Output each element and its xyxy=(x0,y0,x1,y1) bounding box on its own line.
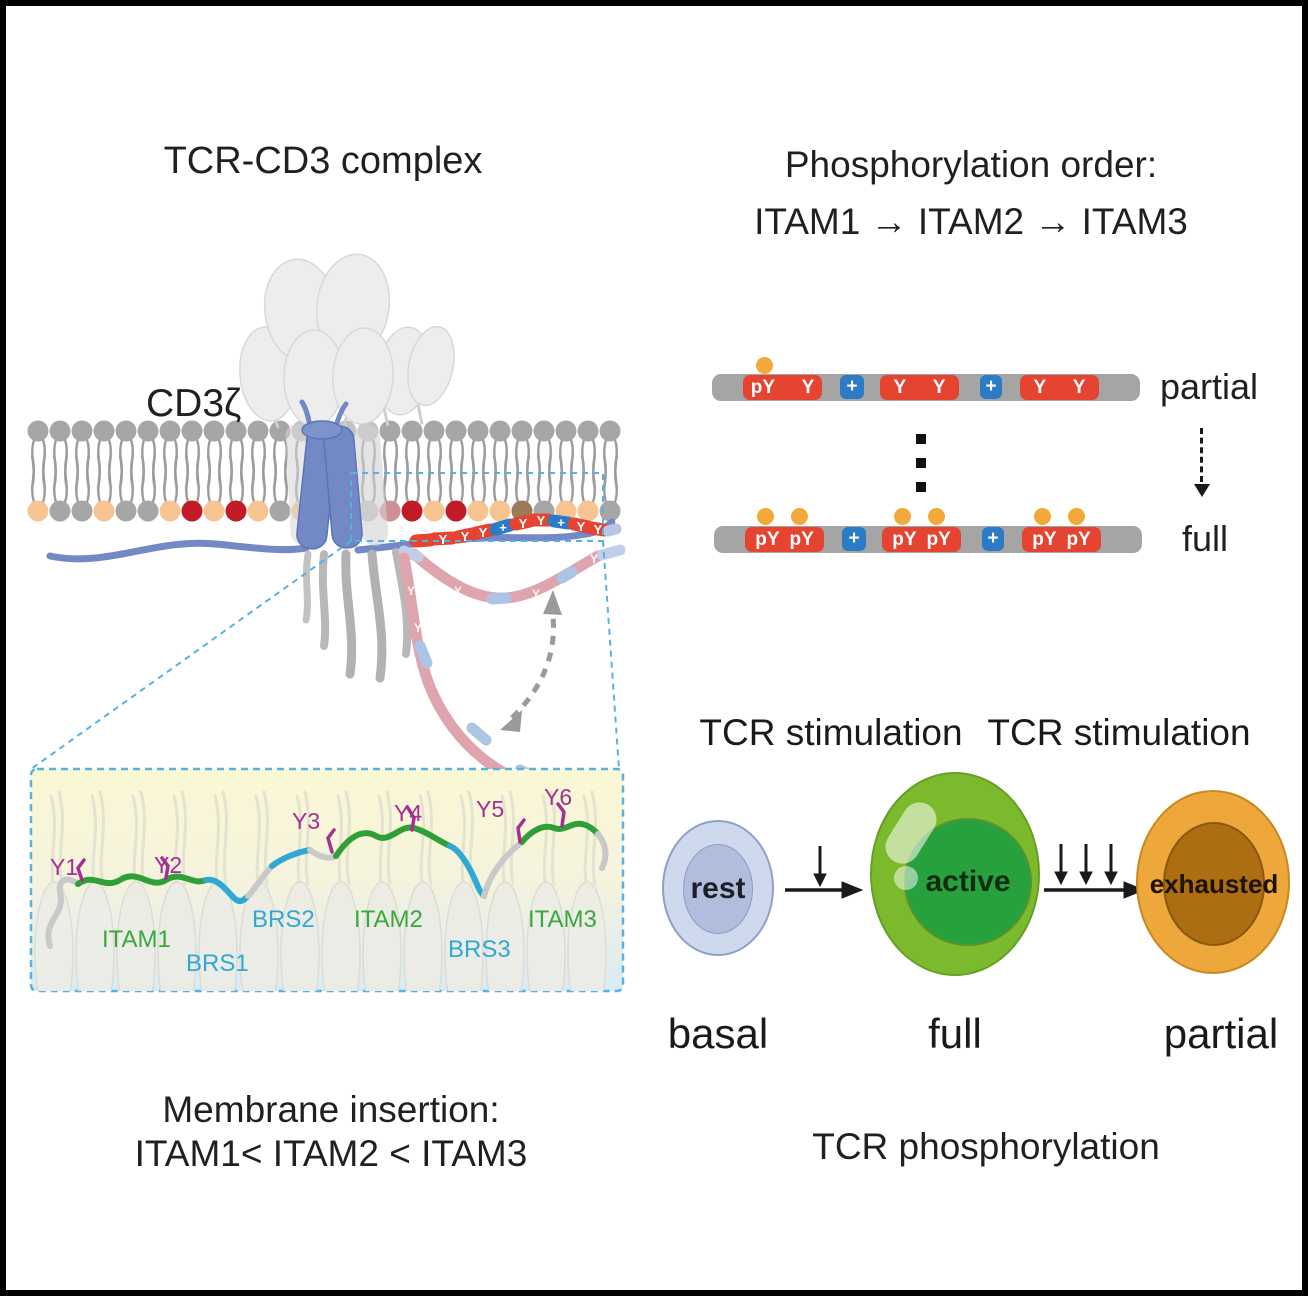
active-cell: active xyxy=(870,772,1040,976)
svg-text:Y: Y xyxy=(434,677,442,691)
residue-label-y1: Y1 xyxy=(50,854,79,880)
phosphate-dot xyxy=(1068,508,1085,525)
equilibrium-arrow xyxy=(500,590,562,732)
svg-text:+: + xyxy=(499,520,507,535)
phosphate-dot xyxy=(1034,508,1051,525)
brs-segment: + xyxy=(980,375,1002,399)
inset-lipid-heads xyxy=(34,881,607,991)
membrane-insertion-caption: Membrane insertion: ITAM1< ITAM2 < ITAM3 xyxy=(91,1088,571,1176)
phosphate-dot xyxy=(791,508,808,525)
residue-label-y2: Y2 xyxy=(154,852,183,878)
itam-bar-full: pY pY + pY pY + pY pY xyxy=(714,508,1142,553)
itam2-segment-label: pY pY xyxy=(892,528,951,550)
brs-segment: + xyxy=(840,375,864,399)
svg-text:Y: Y xyxy=(500,749,508,763)
inset-chain xyxy=(45,820,609,949)
svg-text:Y: Y xyxy=(454,584,462,598)
itam2-segment: Y Y xyxy=(880,375,959,400)
residue-label-y3: Y3 xyxy=(292,808,321,834)
itam2-segment-label: Y Y xyxy=(893,376,946,398)
cell-highlight xyxy=(894,866,918,890)
membrane-insertion-line1: Membrane insertion: xyxy=(162,1089,500,1130)
ellipsis-dot xyxy=(916,482,926,492)
region-label-itam3: ITAM3 xyxy=(528,906,597,933)
region-label-brs2: BRS2 xyxy=(252,906,315,933)
svg-text:Y: Y xyxy=(461,529,470,544)
svg-text:Y: Y xyxy=(594,522,603,537)
zoom-indicator xyxy=(30,472,620,770)
cd3zeta-label: CD3ζ xyxy=(146,382,242,425)
itam3-segment: Y Y xyxy=(1020,375,1099,400)
illustration-layer: Y Y Y + Y Y + Y Y Y Y Y xyxy=(27,253,1146,993)
svg-text:Y: Y xyxy=(519,516,528,531)
svg-text:Y: Y xyxy=(537,513,546,528)
released-tail-letters: Y Y Y Y Y Y Y Y xyxy=(407,552,598,763)
svg-text:+: + xyxy=(557,515,565,530)
svg-text:Y: Y xyxy=(532,587,540,601)
phospho-order-line1: Phosphorylation order: xyxy=(784,144,1158,185)
basal-state-label: basal xyxy=(667,1010,769,1057)
rest-cell: rest xyxy=(662,820,774,956)
full-state-label-bottom: full xyxy=(928,1010,982,1057)
svg-text:Y: Y xyxy=(479,525,488,540)
inserted-itam-tail xyxy=(409,513,622,548)
released-tail-a xyxy=(398,544,626,605)
svg-text:Y: Y xyxy=(414,621,422,635)
phospho-order-line2: ITAM1 → ITAM2 → ITAM3 xyxy=(754,201,1188,242)
exhausted-cell-label: exhausted xyxy=(1150,822,1278,946)
tcr-phosphorylation-caption: TCR phosphorylation xyxy=(812,1126,1160,1167)
arrowhead-down-icon xyxy=(1194,484,1210,497)
stimulation-label-1: TCR stimulation xyxy=(699,712,963,753)
inserted-tail-letters: Y Y Y + Y Y + Y Y xyxy=(439,513,603,547)
cytoplasmic-gray-tails xyxy=(302,548,412,683)
itam1-segment-label: pY Y xyxy=(750,376,815,398)
brs-segment: + xyxy=(842,527,866,551)
full-state-label: full xyxy=(1182,518,1229,559)
svg-text:Y: Y xyxy=(407,584,415,598)
residue-label-y4: Y4 xyxy=(394,800,423,826)
svg-text:Y: Y xyxy=(577,519,586,534)
phosphate-dot xyxy=(928,508,945,525)
region-label-brs3: BRS3 xyxy=(448,936,511,963)
phosphate-dot xyxy=(757,508,774,525)
tcr-ectodomains xyxy=(239,253,455,431)
partial-state-label: partial xyxy=(1160,366,1259,407)
itam1-segment: pY Y xyxy=(743,375,822,400)
brs-segment: + xyxy=(982,527,1004,551)
partial-to-full-arrow xyxy=(1200,428,1203,482)
residue-label-y6: Y6 xyxy=(544,784,573,810)
svg-text:Y: Y xyxy=(439,532,448,547)
svg-text:Y: Y xyxy=(590,552,598,566)
rest-cell-label: rest xyxy=(683,844,753,934)
partial-state-label-bottom: partial xyxy=(1163,1010,1279,1057)
phosphate-dot xyxy=(756,357,773,374)
region-label-itam1: ITAM1 xyxy=(102,926,171,953)
itam-bar-partial: pY Y + Y Y + Y Y xyxy=(712,357,1140,401)
region-label-itam2: ITAM2 xyxy=(354,906,423,933)
left-panel-title: TCR-CD3 complex xyxy=(163,140,483,182)
itam3-segment: pY pY xyxy=(1022,527,1101,552)
tcr-tm-helices xyxy=(296,399,363,550)
region-label-brs1: BRS1 xyxy=(186,950,249,977)
itam1-segment-label: pY pY xyxy=(755,528,814,550)
phospho-order-title: Phosphorylation order: ITAM1 → ITAM2 → I… xyxy=(636,136,1302,250)
itam2-segment: pY pY xyxy=(882,527,961,552)
residue-label-y5: Y5 xyxy=(476,796,505,822)
inset-box xyxy=(29,767,625,993)
ellipsis-dot xyxy=(916,458,926,468)
cell-arrows xyxy=(785,844,1146,899)
itam3-segment-label: pY pY xyxy=(1032,528,1091,550)
itam3-segment-label: Y Y xyxy=(1033,376,1086,398)
svg-text:Y: Y xyxy=(454,706,462,720)
ellipsis-dot xyxy=(916,434,926,444)
stimulation-label-2: TCR stimulation xyxy=(987,712,1251,753)
itam1-segment: pY pY xyxy=(745,527,824,552)
exhausted-cell: exhausted xyxy=(1136,790,1290,974)
phosphate-dot xyxy=(894,508,911,525)
membrane-insertion-line2: ITAM1< ITAM2 < ITAM3 xyxy=(134,1133,528,1174)
tyrosine-sticks xyxy=(76,802,566,882)
